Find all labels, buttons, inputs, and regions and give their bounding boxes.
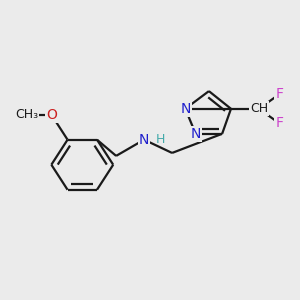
Text: N: N	[139, 133, 149, 147]
Text: N: N	[190, 127, 201, 141]
Text: O: O	[46, 108, 57, 122]
Text: F: F	[276, 116, 283, 130]
Text: F: F	[276, 87, 283, 101]
Text: CH₃: CH₃	[15, 108, 38, 121]
Text: CH: CH	[250, 102, 268, 115]
Text: H: H	[155, 133, 165, 146]
Text: N: N	[180, 102, 190, 116]
